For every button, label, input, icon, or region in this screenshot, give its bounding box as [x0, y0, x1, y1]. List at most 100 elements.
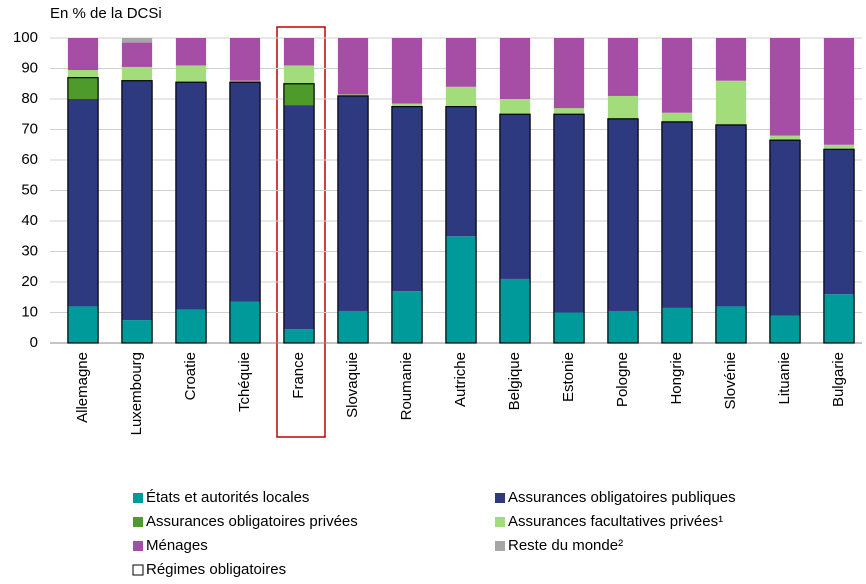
bar-segment: [715, 306, 747, 343]
outline-bar: [445, 106, 477, 344]
bar-segment: [229, 80, 261, 83]
outline-bar: [283, 83, 315, 344]
bar-segment: [553, 38, 585, 109]
outline-bar: [715, 124, 747, 344]
bar-segment: [499, 114, 531, 279]
bar-segment: [445, 236, 477, 343]
x-tick-label: Luxembourg: [128, 352, 145, 435]
outline-bar: [607, 118, 639, 344]
bar-segment: [121, 42, 153, 67]
bar-segment: [769, 315, 801, 343]
legend-swatch: [133, 517, 143, 527]
y-tick-label: 40: [21, 212, 38, 229]
bar-segment: [391, 106, 423, 292]
outline-bar: [769, 139, 801, 344]
bar-segment: [553, 114, 585, 313]
bar-segment: [229, 38, 261, 81]
bar-segment: [283, 83, 315, 106]
bar-segment: [229, 82, 261, 302]
highlight-box: [276, 26, 326, 438]
bar-segment: [607, 38, 639, 96]
outline-bar: [229, 81, 261, 344]
outline-bar: [337, 95, 369, 344]
bar-segment: [661, 112, 693, 122]
legend-swatch: [495, 541, 505, 551]
outline-bar: [553, 113, 585, 344]
bar-segment: [337, 95, 369, 311]
bar-segment: [553, 312, 585, 343]
bar-segment: [499, 99, 531, 115]
bar-segment: [121, 320, 153, 343]
x-tick-label: Pologne: [614, 352, 631, 407]
bar-segment: [337, 310, 369, 343]
legend-label: Régimes obligatoires: [146, 561, 286, 578]
outline-bar: [67, 77, 99, 344]
bar-segment: [67, 70, 99, 78]
legend-swatch: [133, 493, 143, 503]
outline-bar: [823, 148, 855, 344]
x-tick-label: Slovénie: [722, 352, 739, 410]
bar-segment: [823, 144, 855, 150]
bar-segment: [607, 118, 639, 311]
x-tick-label: Lituanie: [776, 352, 793, 405]
bar-segment: [67, 77, 99, 99]
outline-bar: [661, 121, 693, 344]
bar-segment: [121, 38, 153, 43]
bar-segment: [229, 301, 261, 343]
bar-segment: [283, 329, 315, 343]
y-tick-label: 100: [13, 29, 38, 46]
y-tick-label: 50: [21, 181, 38, 198]
x-tick-label: Autriche: [452, 352, 469, 407]
legend-label: Assurances obligatoires publiques: [508, 489, 736, 506]
outline-bar: [499, 113, 531, 344]
bar-segment: [175, 38, 207, 66]
bar-segment: [661, 121, 693, 308]
bar-segment: [67, 38, 99, 71]
outline-bar: [391, 106, 423, 344]
bar-segment: [121, 66, 153, 81]
y-tick-label: 30: [21, 242, 38, 259]
bar-segment: [445, 38, 477, 87]
bar-segment: [715, 124, 747, 307]
bar-segment: [823, 294, 855, 343]
bar-segment: [769, 140, 801, 316]
x-tick-label: Slovaquie: [344, 352, 361, 418]
legend-label: Ménages: [146, 537, 208, 554]
bar-segment: [391, 103, 423, 107]
bar-segment: [823, 38, 855, 145]
legend-swatch: [495, 493, 505, 503]
bar-segment: [337, 38, 369, 95]
legend-swatch: [133, 541, 143, 551]
bar-segment: [121, 80, 153, 321]
bar-segment: [661, 307, 693, 343]
bar-segment: [175, 82, 207, 310]
bar-segment: [67, 99, 99, 307]
y-tick-label: 90: [21, 59, 38, 76]
bar-segment: [553, 108, 585, 115]
bar-segment: [337, 94, 369, 96]
bar-segment: [607, 310, 639, 343]
outline-bar: [175, 81, 207, 344]
bar-segment: [769, 38, 801, 136]
x-tick-label: Roumanie: [398, 352, 415, 420]
bar-segment: [283, 38, 315, 66]
bar-segment: [67, 306, 99, 343]
y-tick-label: 70: [21, 120, 38, 137]
bar-segment: [175, 309, 207, 343]
bar-segment: [175, 65, 207, 83]
legend-swatch: [132, 564, 144, 576]
bar-segment: [499, 38, 531, 99]
x-tick-label: Croatie: [182, 352, 199, 400]
bar-segment: [445, 86, 477, 107]
y-tick-label: 0: [30, 334, 38, 351]
x-tick-label: Hongrie: [668, 352, 685, 405]
bar-segment: [283, 65, 315, 84]
legend-label: Assurances obligatoires privées: [146, 513, 358, 530]
legend-label: Assurances facultatives privées¹: [508, 513, 723, 530]
bar-segment: [823, 149, 855, 295]
y-tick-label: 10: [21, 303, 38, 320]
bar-segment: [391, 291, 423, 343]
legend-label: États et autorités locales: [146, 489, 309, 506]
bar-segment: [499, 278, 531, 343]
